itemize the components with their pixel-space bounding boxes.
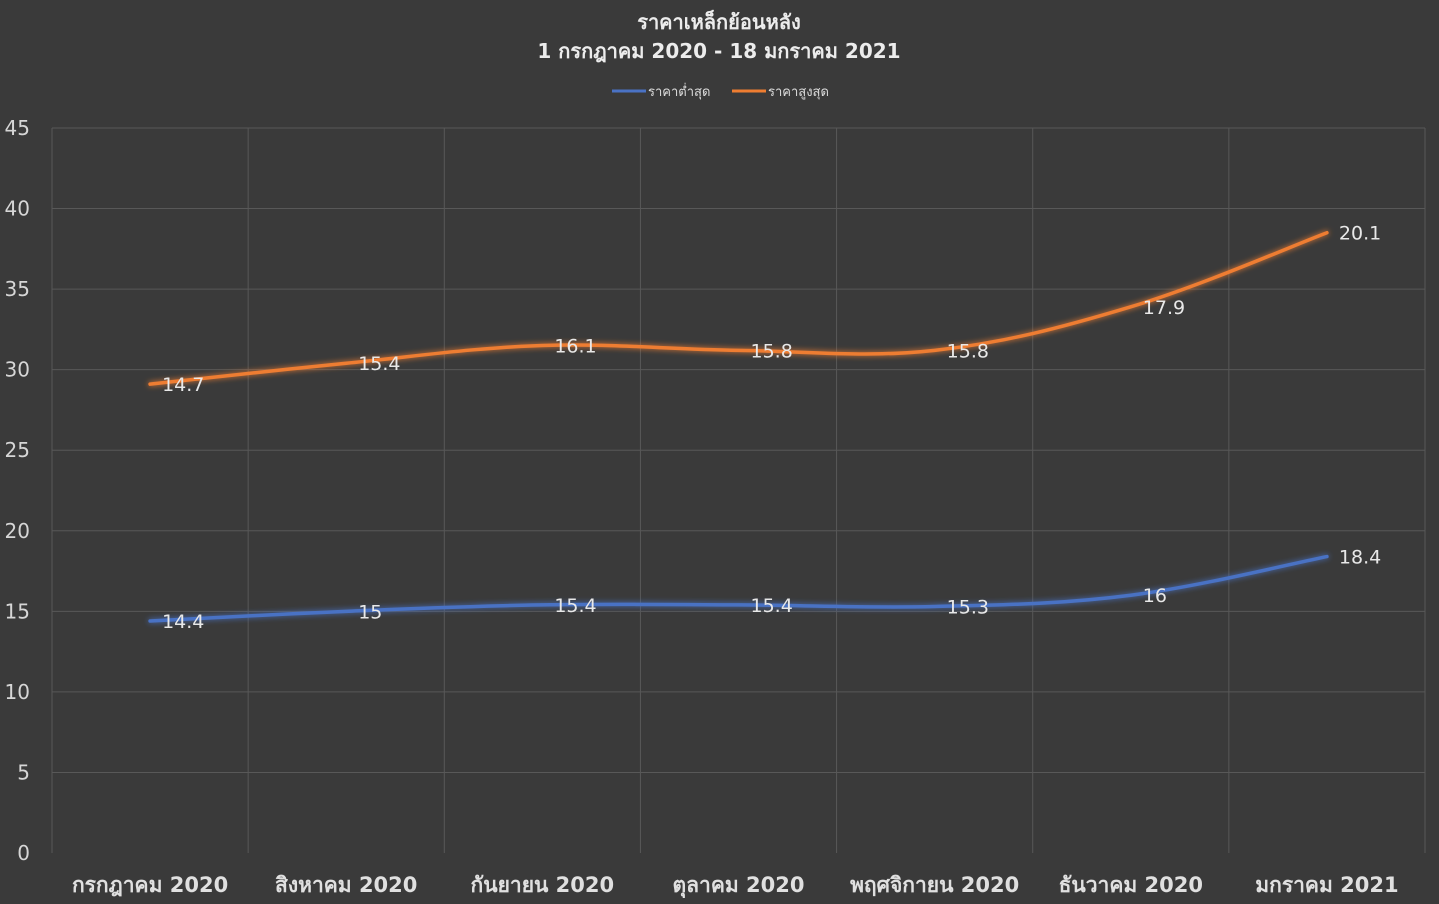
x-tick-label: สิงหาคม 2020: [275, 873, 418, 897]
y-tick-label: 15: [5, 599, 30, 623]
y-tick-label: 0: [17, 841, 30, 865]
data-label: 17.9: [1143, 297, 1185, 319]
x-tick-label: กรกฎาคม 2020: [72, 873, 228, 897]
y-tick-label: 45: [5, 116, 30, 140]
y-tick-label: 20: [5, 519, 30, 543]
x-tick-label: พฤศจิกายน 2020: [850, 873, 1019, 897]
x-axis-ticks: กรกฎาคม 2020 สิงหาคม 2020 กันยายน 2020 ตุลา…: [72, 873, 1399, 899]
y-axis-ticks: 0 5 10 15 20 25 30 35 40 45: [5, 116, 30, 865]
data-label: 15.4: [358, 353, 400, 375]
legend: ราคาต่ำสุด ราคาสูงสุด: [612, 83, 829, 100]
series-line-1: [148, 230, 1329, 386]
data-label: 16.1: [554, 336, 596, 358]
x-tick-label: ตุลาคม 2020: [673, 873, 805, 899]
legend-label: ราคาต่ำสุด: [648, 83, 710, 100]
chart-title: ราคาเหล็กย้อนหลัง: [637, 9, 801, 34]
chart-subtitle: 1 กรกฎาคม 2020 - 18 มกราคม 2021: [537, 39, 900, 63]
y-tick-label: 10: [5, 680, 30, 704]
x-tick-label: ธันวาคม 2020: [1059, 873, 1203, 897]
y-tick-label: 35: [5, 277, 30, 301]
data-labels: 14.4 15 15.4 15.4 15.3 16 18.4 14.7 15.4 16.1 15.8…: [162, 223, 1381, 633]
data-label: 20.1: [1339, 223, 1381, 245]
legend-label: ราคาสูงสุด: [768, 85, 829, 100]
data-label: 15.4: [554, 595, 596, 617]
data-label: 15.8: [751, 340, 793, 362]
x-tick-label: กันยายน 2020: [471, 873, 615, 897]
series: [148, 230, 1329, 623]
grid: [51, 127, 1426, 853]
y-tick-label: 5: [17, 760, 30, 784]
y-tick-label: 30: [5, 358, 30, 382]
data-label: 15.3: [947, 597, 989, 619]
y-tick-label: 40: [5, 197, 30, 221]
x-tick-label: มกราคม 2021: [1255, 873, 1398, 897]
series-line-0: [148, 554, 1329, 623]
data-label: 15.4: [751, 595, 793, 617]
data-label: 15: [358, 601, 382, 623]
data-label: 16: [1143, 585, 1167, 607]
y-tick-label: 25: [5, 438, 30, 462]
data-label: 14.7: [162, 374, 204, 396]
data-label: 18.4: [1339, 547, 1381, 569]
data-label: 15.8: [947, 340, 989, 362]
data-label: 14.4: [162, 611, 204, 633]
